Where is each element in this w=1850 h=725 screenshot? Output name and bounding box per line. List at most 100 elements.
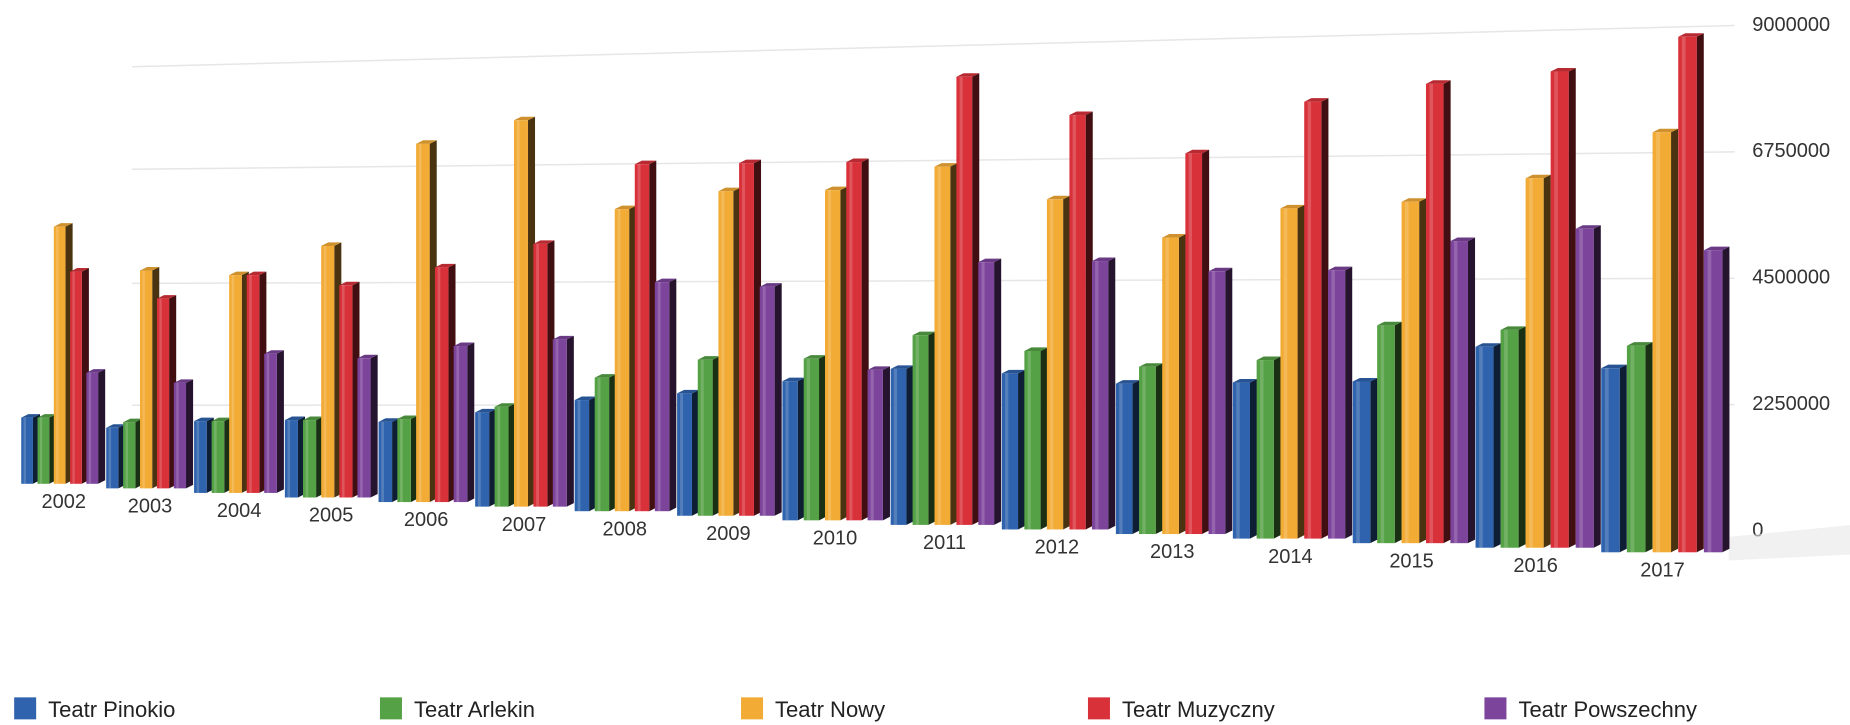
x-tick-label: 2016 <box>1513 555 1558 577</box>
bar <box>1256 360 1274 539</box>
bar-top <box>1185 149 1210 154</box>
bar-highlight <box>577 400 581 512</box>
bar <box>37 417 50 484</box>
bar-highlight <box>1095 261 1099 530</box>
bar-highlight <box>1707 250 1712 553</box>
bar-top <box>718 187 741 192</box>
bar-highlight <box>497 406 501 507</box>
bar <box>594 377 610 512</box>
bar <box>533 243 548 507</box>
bar-top <box>303 416 324 421</box>
bar-side <box>527 116 536 507</box>
legend-label: Teatr Arlekin <box>414 697 535 722</box>
bar-side <box>609 374 617 512</box>
bar-top <box>357 354 378 359</box>
bar-side <box>1467 237 1476 544</box>
bar-top <box>1139 363 1163 367</box>
bar-side <box>1394 321 1402 544</box>
bar-highlight <box>1529 178 1533 548</box>
bar <box>1280 208 1298 539</box>
bar <box>1575 228 1594 548</box>
bar-highlight <box>981 262 985 525</box>
bar-top <box>211 417 232 422</box>
bar-side <box>928 331 936 525</box>
x-tick-label: 2015 <box>1389 550 1434 572</box>
bar-side <box>1297 204 1305 539</box>
bar <box>1550 71 1569 548</box>
bar-top <box>739 159 762 164</box>
bar <box>123 422 136 489</box>
grid-line <box>132 277 1735 285</box>
bar-top <box>614 205 637 210</box>
bar-highlight <box>1405 201 1409 544</box>
bar-side <box>1671 128 1679 553</box>
bar-side <box>994 258 1002 525</box>
bar-highlight <box>72 271 75 484</box>
bar-highlight <box>1283 208 1288 539</box>
bar <box>1091 261 1109 530</box>
bar-highlight <box>1504 329 1508 548</box>
bar-highlight <box>785 381 789 521</box>
bar <box>634 164 650 512</box>
bar-highlight <box>159 298 162 489</box>
bar-highlight <box>249 275 252 493</box>
bar-top <box>1304 98 1329 102</box>
bar-top <box>552 335 574 340</box>
bar-top <box>339 281 360 286</box>
bar-top <box>934 163 958 167</box>
bar <box>53 226 66 484</box>
bar-side <box>906 365 914 525</box>
bar-top <box>494 403 516 407</box>
bar-highlight <box>700 359 704 516</box>
bar-highlight <box>536 243 539 507</box>
bar-highlight <box>1579 228 1583 548</box>
bar <box>978 262 995 525</box>
bar-side <box>1543 174 1551 548</box>
bar-top <box>123 418 143 423</box>
bar <box>574 400 590 512</box>
bar-side <box>1419 198 1427 544</box>
bar-side <box>276 350 284 493</box>
bar-highlight <box>108 427 112 489</box>
y-tick-label: 6750000 <box>1752 140 1830 162</box>
legend-swatch <box>1484 697 1507 720</box>
bar-top <box>1162 234 1186 238</box>
bar <box>156 298 170 489</box>
bar <box>1232 382 1250 539</box>
bar-top <box>654 278 677 283</box>
bar-highlight <box>214 421 217 493</box>
legend-label: Teatr Pinokio <box>48 697 175 722</box>
bar-top <box>1703 246 1730 251</box>
bar-side <box>1722 246 1730 553</box>
bar-top <box>397 415 418 420</box>
x-tick-label: 2003 <box>128 496 173 518</box>
bar <box>867 369 883 521</box>
bar-top <box>1652 128 1679 133</box>
legend-swatch <box>379 697 402 720</box>
bar-side <box>1518 326 1526 548</box>
bar-top <box>229 271 249 276</box>
bar <box>453 346 468 503</box>
x-tick-label: 2011 <box>923 532 966 554</box>
bar-highlight <box>196 421 200 493</box>
bar <box>1626 345 1646 553</box>
bar-highlight <box>1331 270 1335 539</box>
bar-side <box>882 366 890 521</box>
bar <box>824 190 841 521</box>
bar <box>552 339 567 507</box>
bar-highlight <box>456 346 460 503</box>
bar-top <box>53 223 73 227</box>
bar-top <box>1069 111 1093 116</box>
x-tick-label: 2009 <box>706 523 751 545</box>
legend-label: Teatr Nowy <box>775 697 885 722</box>
bar-highlight <box>1119 383 1123 535</box>
y-tick-label: 9000000 <box>1752 14 1830 36</box>
bar-top <box>978 258 1002 263</box>
bar-top <box>416 140 437 144</box>
bar <box>475 412 490 507</box>
x-tick-label: 2008 <box>602 518 647 540</box>
bar-highlight <box>617 209 621 512</box>
bar <box>739 163 754 516</box>
bar-side <box>840 186 848 521</box>
bar-side <box>1568 67 1576 548</box>
